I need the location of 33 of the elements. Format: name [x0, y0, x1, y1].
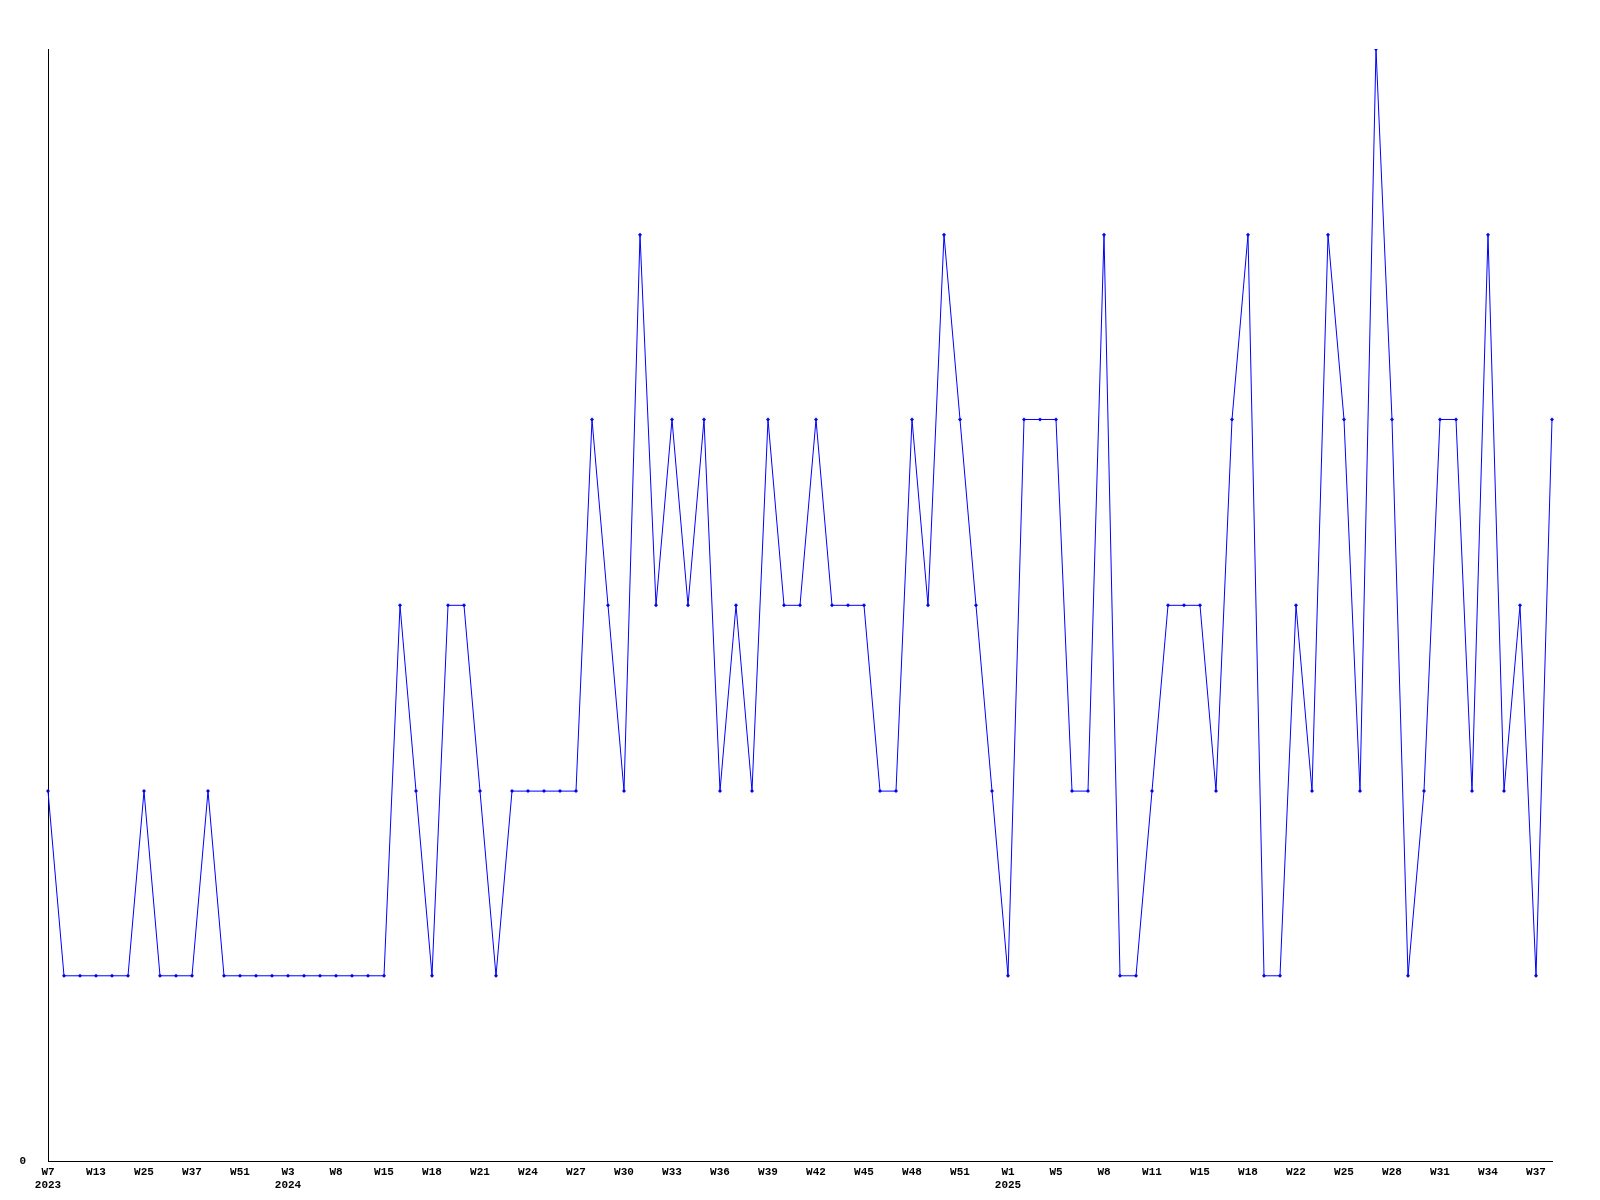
x-tick-label: W25	[1334, 1165, 1355, 1178]
x-tick-label: W3 2024	[274, 1165, 302, 1192]
x-tick-label: W1 2025	[994, 1165, 1022, 1192]
x-tick-label: W15	[1190, 1165, 1211, 1178]
x-tick-label: W21	[470, 1165, 491, 1178]
x-tick-label: W5	[1049, 1165, 1063, 1178]
x-tick-label: W24	[518, 1165, 539, 1178]
x-tick-label: W51	[230, 1165, 251, 1178]
x-tick-label: W15	[374, 1165, 395, 1178]
x-tick-label: W34	[1478, 1165, 1499, 1178]
x-tick-label: W37	[182, 1165, 202, 1178]
x-tick-label: W27	[566, 1165, 586, 1178]
x-tick-label: W51	[950, 1165, 971, 1178]
x-tick-label: W25	[134, 1165, 155, 1178]
x-tick-label: W33	[662, 1165, 683, 1178]
x-tick-label: W7 2023	[34, 1165, 62, 1192]
x-tick-label: W45	[854, 1165, 875, 1178]
x-tick-label: W39	[758, 1165, 778, 1178]
x-tick-label: W11	[1142, 1165, 1163, 1178]
x-tick-label: W48	[902, 1165, 923, 1178]
x-tick-label: W37	[1526, 1165, 1546, 1178]
x-tick-label: W31	[1430, 1165, 1451, 1178]
x-tick-label: W36	[710, 1165, 730, 1178]
x-tick-label: W8	[329, 1165, 343, 1178]
x-tick-label: W18	[422, 1165, 443, 1178]
x-tick-label: W42	[806, 1165, 826, 1178]
x-tick-label: W28	[1382, 1165, 1403, 1178]
x-tick-label: W8	[1097, 1165, 1111, 1178]
text: 0	[19, 1155, 26, 1168]
x-tick-label: W30	[614, 1165, 634, 1178]
x-tick-label: W22	[1286, 1165, 1306, 1178]
x-tick-label: W13	[86, 1165, 107, 1178]
x-tick-label: W18	[1238, 1165, 1259, 1178]
